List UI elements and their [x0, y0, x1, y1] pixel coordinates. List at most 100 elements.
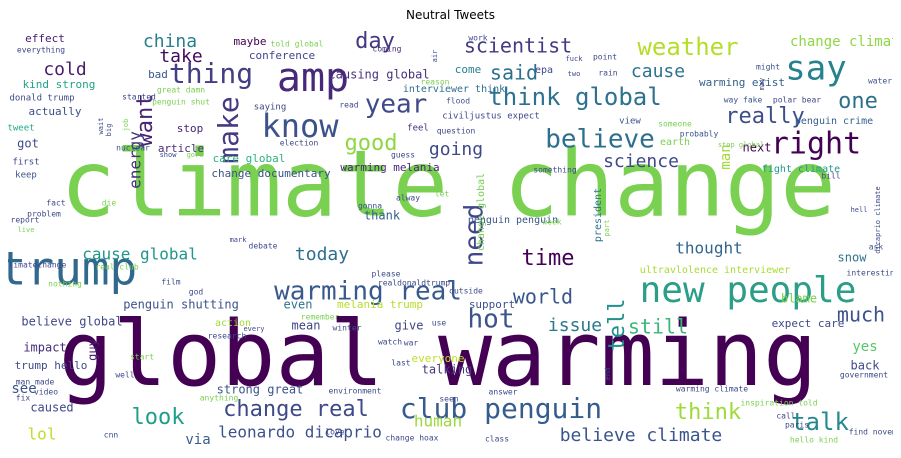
word-warming-real: warming real	[274, 277, 462, 307]
word-something: something	[533, 166, 577, 175]
word-outside: outside	[449, 287, 483, 296]
word-good: good	[345, 131, 398, 156]
chart-title: Neutral Tweets	[406, 8, 495, 22]
word-impact: impact	[23, 341, 66, 355]
word-maybe: maybe	[233, 35, 266, 48]
word-video: video	[34, 388, 58, 397]
word-want: want	[133, 94, 158, 147]
word-penguin-penguin: penguin penguin	[468, 215, 558, 226]
word-day: day	[355, 30, 395, 54]
word-trump-hello: trump hello	[15, 359, 88, 372]
word-flood: flood	[446, 97, 470, 106]
word-live: live	[18, 226, 35, 234]
word-believe-climate: believe climate	[560, 425, 723, 446]
word-man: man	[718, 144, 734, 169]
word-fight-climate: fight climate	[762, 164, 840, 175]
word-year: year	[365, 90, 428, 120]
word-even: even	[284, 298, 313, 312]
word-polar-bear: polar bear	[773, 96, 821, 105]
word-change-global: change global	[476, 173, 487, 251]
word-global-warming: global warming	[59, 302, 818, 407]
word-bad: bad	[148, 68, 168, 81]
word-donald-trump: donald trump	[9, 94, 74, 104]
word-interesting: interesting	[847, 269, 893, 278]
word-back: back	[851, 359, 881, 373]
word-everyone: everyone	[412, 352, 465, 365]
word-science: science	[603, 151, 679, 172]
word-action: action	[215, 318, 251, 329]
word-article: article	[158, 142, 204, 155]
word-one: one	[838, 89, 878, 114]
word-war: war	[404, 339, 419, 348]
word-guess: guess	[391, 151, 415, 160]
word-fuck: fuck	[566, 55, 584, 63]
word-inspiration-told: inspiration told	[740, 399, 817, 408]
word-human: human	[414, 412, 462, 431]
word-causing-global: causing global	[328, 68, 429, 82]
word-still: still	[628, 315, 688, 339]
word-next: next	[743, 141, 772, 155]
word-great-damn: great damn	[157, 86, 205, 95]
word-first: first	[12, 158, 39, 168]
word-effect: effect	[25, 32, 65, 45]
word-hot: hot	[468, 305, 515, 335]
word-energy: energy	[126, 131, 145, 189]
word-water: water	[868, 77, 892, 86]
word-job: job	[122, 119, 130, 132]
word-call: call	[776, 412, 795, 421]
word-today: today	[295, 244, 349, 265]
word-fix: fix	[16, 394, 31, 403]
word-earth: earth	[660, 137, 690, 148]
word-time: time	[522, 246, 575, 271]
word-strong-great: strong great	[217, 383, 304, 397]
word-every: every	[243, 325, 264, 333]
word-find-november: find november	[849, 428, 893, 437]
word-yes: yes	[852, 339, 877, 355]
word-talk: talk	[791, 408, 849, 436]
word-end: end	[604, 368, 612, 381]
word-probably: probably	[680, 130, 719, 139]
word-film: film	[161, 278, 180, 287]
word-interviewer-think: interviewer think	[403, 84, 505, 95]
word-cloud: climate change global warming trump amp say n…	[8, 30, 893, 450]
word-paris: paris	[785, 421, 809, 430]
word-seen: seen	[439, 395, 458, 404]
word-warming-climate: warming climate	[676, 385, 748, 394]
word-winter: winter	[333, 324, 362, 333]
word-change-hoax: change hoax	[386, 434, 439, 443]
word-much: much	[837, 303, 885, 327]
word-cold: cold	[43, 59, 86, 80]
word-come: come	[455, 63, 482, 76]
word-watch: watch	[378, 338, 402, 347]
word-change-documentary: change documentary	[211, 167, 331, 180]
word-bill: bill	[821, 172, 840, 181]
word-mean: mean	[292, 319, 321, 333]
word-please: please	[372, 270, 401, 279]
word-air: air	[431, 50, 439, 63]
word-tweet: tweet	[8, 124, 35, 134]
word-know: know	[261, 107, 339, 145]
word-said: said	[490, 61, 538, 85]
word-nuclear: nuclear	[116, 144, 150, 153]
word-remember: remember	[301, 313, 340, 322]
word-amp: amp	[277, 55, 349, 101]
word-report: report	[11, 216, 40, 225]
word-last: last	[391, 359, 410, 368]
word-gonna: gonna	[358, 202, 382, 211]
word-club-penguin: club penguin	[400, 392, 602, 425]
word-coming: coming	[373, 45, 402, 54]
word-mark: mark	[230, 236, 248, 244]
word-love: love	[325, 428, 344, 437]
word-stop: stop	[177, 122, 204, 135]
word-blame: blame	[781, 292, 817, 306]
word-warming-exist: warming exist	[699, 76, 785, 89]
word-point: point	[593, 53, 617, 62]
word-actually: actually	[29, 105, 82, 118]
word-class: class	[485, 435, 509, 444]
word-cloud-svg: climate change global warming trump amp say n…	[8, 30, 893, 448]
word-conference: conference	[249, 49, 315, 62]
word-gore: gore	[187, 151, 204, 159]
word-big: big	[105, 124, 113, 137]
word-cause: cause	[631, 61, 685, 82]
word-stop-global: stop global	[718, 141, 764, 149]
